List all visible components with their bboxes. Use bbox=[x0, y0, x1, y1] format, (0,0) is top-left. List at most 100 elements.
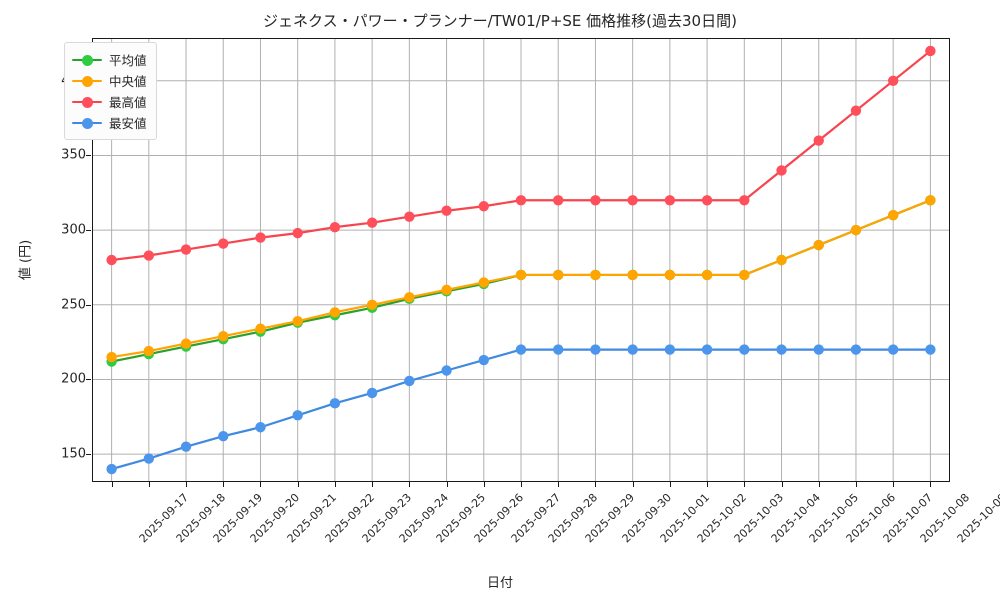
data-point bbox=[180, 441, 192, 452]
data-point bbox=[813, 239, 824, 251]
data-point bbox=[776, 344, 787, 355]
x-axis-tick-mark bbox=[223, 482, 225, 487]
x-axis-tick-mark bbox=[409, 482, 411, 487]
y-axis-tick-mark bbox=[86, 230, 91, 232]
data-point bbox=[590, 269, 601, 281]
data-point bbox=[887, 75, 899, 87]
data-point bbox=[441, 365, 452, 376]
data-point bbox=[813, 344, 824, 355]
data-point bbox=[627, 344, 638, 355]
data-point bbox=[366, 217, 378, 228]
data-point bbox=[590, 344, 601, 355]
x-axis-tick-mark bbox=[855, 482, 857, 487]
data-point bbox=[478, 354, 489, 366]
x-axis-tick-mark bbox=[111, 482, 113, 487]
series-line bbox=[110, 199, 932, 363]
data-point bbox=[329, 307, 341, 318]
data-point bbox=[292, 227, 303, 239]
legend-swatch-icon bbox=[72, 95, 102, 109]
legend-label: 中央値 bbox=[109, 74, 147, 89]
series-1 bbox=[106, 195, 936, 363]
data-point bbox=[478, 277, 489, 288]
x-axis-tick-mark bbox=[372, 482, 374, 487]
y-axis-tick-label: 300 bbox=[61, 222, 86, 238]
data-point bbox=[143, 250, 155, 261]
x-axis-tick-mark bbox=[893, 482, 895, 487]
data-point bbox=[255, 422, 266, 433]
legend-item-0[interactable]: 平均値 bbox=[72, 49, 147, 70]
legend-label: 最安値 bbox=[109, 116, 147, 131]
data-point bbox=[329, 221, 341, 233]
data-point bbox=[627, 269, 638, 281]
data-point bbox=[739, 344, 750, 355]
x-axis-tick-mark bbox=[186, 482, 188, 487]
data-point bbox=[218, 238, 229, 249]
y-axis-tick-mark bbox=[86, 379, 91, 381]
data-point bbox=[255, 232, 266, 243]
legend-label: 最高値 bbox=[109, 95, 147, 110]
legend-swatch-icon bbox=[72, 53, 102, 67]
x-axis-tick-mark bbox=[744, 482, 746, 487]
x-axis-tick-mark bbox=[669, 482, 671, 487]
x-axis-tick-mark bbox=[446, 482, 448, 487]
x-axis-tick-mark bbox=[334, 482, 336, 487]
data-point bbox=[850, 105, 862, 116]
data-series-layer bbox=[106, 45, 936, 475]
data-point bbox=[850, 344, 862, 355]
chart-legend: 平均値中央値最高値最安値 bbox=[64, 42, 157, 140]
y-axis-tick-mark bbox=[86, 155, 91, 157]
data-point bbox=[739, 269, 750, 281]
data-point bbox=[180, 338, 192, 349]
data-point bbox=[664, 195, 676, 206]
data-point bbox=[701, 269, 713, 281]
legend-item-2[interactable]: 最高値 bbox=[72, 91, 147, 112]
x-axis-tick-mark bbox=[595, 482, 597, 487]
data-point bbox=[776, 254, 787, 266]
series-line bbox=[110, 348, 932, 471]
data-point bbox=[441, 205, 452, 216]
x-axis-tick-mark bbox=[260, 482, 262, 487]
series-line bbox=[110, 49, 932, 262]
y-axis-tick-mark bbox=[86, 304, 91, 306]
data-point bbox=[627, 195, 638, 206]
data-point bbox=[478, 201, 489, 212]
data-point bbox=[925, 45, 936, 57]
data-point bbox=[404, 211, 415, 222]
legend-swatch-icon bbox=[72, 74, 102, 88]
data-point bbox=[664, 269, 676, 281]
data-point bbox=[404, 375, 415, 387]
data-point bbox=[887, 344, 899, 355]
data-point bbox=[143, 345, 155, 357]
data-point bbox=[553, 344, 564, 355]
data-point bbox=[850, 224, 862, 236]
series-3 bbox=[106, 344, 936, 475]
y-axis-tick-label: 200 bbox=[61, 371, 86, 387]
data-point bbox=[404, 292, 415, 303]
data-point bbox=[553, 269, 564, 281]
data-point bbox=[218, 431, 229, 442]
chart-title: ジェネクス・パワー・プランナー/TW01/P+SE 価格推移(過去30日間) bbox=[263, 12, 737, 30]
x-axis-tick-mark bbox=[632, 482, 634, 487]
plot-area bbox=[92, 38, 950, 482]
x-axis-tick-mark bbox=[781, 482, 783, 487]
x-axis-tick-mark bbox=[148, 482, 150, 487]
x-axis-tick-mark bbox=[930, 482, 932, 487]
y-axis-tick-mark bbox=[86, 454, 91, 456]
data-point bbox=[701, 195, 713, 206]
data-point bbox=[515, 195, 527, 206]
data-point bbox=[106, 254, 117, 266]
y-axis-tick-label: 250 bbox=[61, 297, 86, 313]
data-point bbox=[441, 284, 452, 296]
data-point bbox=[701, 344, 713, 355]
legend-item-1[interactable]: 中央値 bbox=[72, 70, 147, 91]
x-axis-tick-mark bbox=[483, 482, 485, 487]
x-axis-tick-mark bbox=[558, 482, 560, 487]
series-0 bbox=[106, 195, 936, 367]
data-point bbox=[180, 244, 192, 255]
x-axis-label: 日付 bbox=[486, 576, 513, 591]
series-2 bbox=[106, 45, 936, 266]
data-point bbox=[366, 387, 378, 399]
data-point bbox=[590, 195, 601, 206]
data-point bbox=[106, 351, 117, 363]
legend-item-3[interactable]: 最安値 bbox=[72, 112, 147, 133]
